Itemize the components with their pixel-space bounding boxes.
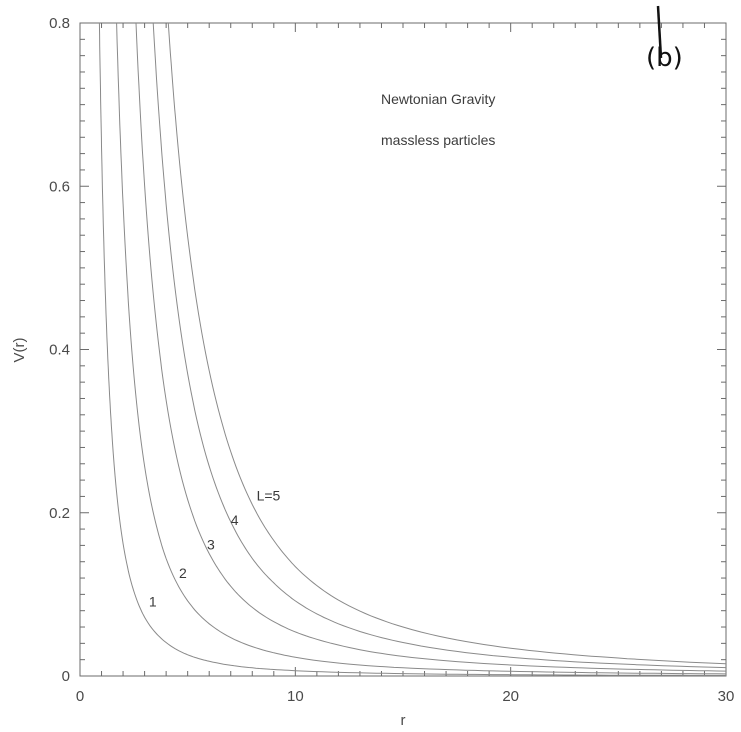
plot-frame [79, 22, 727, 677]
series-curve-5 [167, 22, 727, 665]
x-tick-label: 30 [718, 688, 735, 705]
series-label-2: 2 [179, 565, 187, 581]
series-curve-4 [152, 22, 727, 669]
series-curve-2 [116, 22, 727, 675]
y-tick-label: 0.2 [49, 505, 70, 522]
series-label-3: 3 [207, 536, 215, 552]
series-label-5: L=5 [257, 488, 281, 504]
panel-label-stroke [656, 5, 663, 59]
tick-labels: 0 10 20 30 0 0.2 0.4 0.6 0.8 [49, 15, 734, 705]
x-tick-label: 20 [502, 688, 519, 705]
y-tick-label: 0.8 [49, 15, 70, 32]
series-curve-3 [135, 22, 727, 672]
x-axis-title: r [401, 712, 406, 729]
y-axis-title: V(r) [11, 338, 28, 363]
series-curve-1 [98, 22, 726, 676]
axis-ticks [79, 22, 727, 677]
y-tick-label: 0.6 [49, 178, 70, 195]
series-label-4: 4 [231, 512, 239, 528]
series-label-1: 1 [149, 594, 157, 610]
annotation-newtonian-gravity: Newtonian Gravity [381, 91, 495, 107]
panel-label: (b) [646, 43, 683, 73]
annotation-massless-particles: massless particles [381, 132, 495, 148]
x-tick-label: 0 [76, 688, 84, 705]
curve-labels: 1 2 34 L=5 [149, 488, 281, 610]
y-tick-label: 0.4 [49, 342, 70, 359]
x-tick-label: 10 [287, 688, 304, 705]
y-tick-label: 0 [62, 668, 70, 685]
curves [98, 22, 727, 676]
